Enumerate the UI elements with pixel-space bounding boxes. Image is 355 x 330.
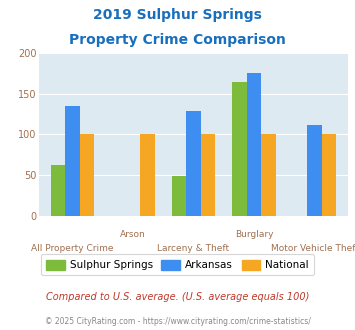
Text: Arson: Arson [120, 230, 146, 239]
Bar [140, 134, 155, 216]
Bar [322, 134, 337, 216]
Text: All Property Crime: All Property Crime [31, 244, 114, 253]
Bar [80, 134, 94, 216]
Bar [50, 165, 65, 216]
Bar [201, 134, 215, 216]
Text: Compared to U.S. average. (U.S. average equals 100): Compared to U.S. average. (U.S. average … [46, 292, 309, 302]
Bar [307, 125, 322, 216]
Text: Burglary: Burglary [235, 230, 273, 239]
Text: Property Crime Comparison: Property Crime Comparison [69, 33, 286, 47]
Legend: Sulphur Springs, Arkansas, National: Sulphur Springs, Arkansas, National [41, 254, 314, 275]
Text: Larceny & Theft: Larceny & Theft [157, 244, 230, 253]
Bar [186, 111, 201, 216]
Text: Motor Vehicle Theft: Motor Vehicle Theft [271, 244, 355, 253]
Bar [261, 134, 276, 216]
Bar [232, 82, 247, 216]
Text: © 2025 CityRating.com - https://www.cityrating.com/crime-statistics/: © 2025 CityRating.com - https://www.city… [45, 317, 310, 326]
Bar [65, 106, 80, 216]
Bar [247, 73, 261, 216]
Text: 2019 Sulphur Springs: 2019 Sulphur Springs [93, 8, 262, 22]
Bar [172, 176, 186, 216]
